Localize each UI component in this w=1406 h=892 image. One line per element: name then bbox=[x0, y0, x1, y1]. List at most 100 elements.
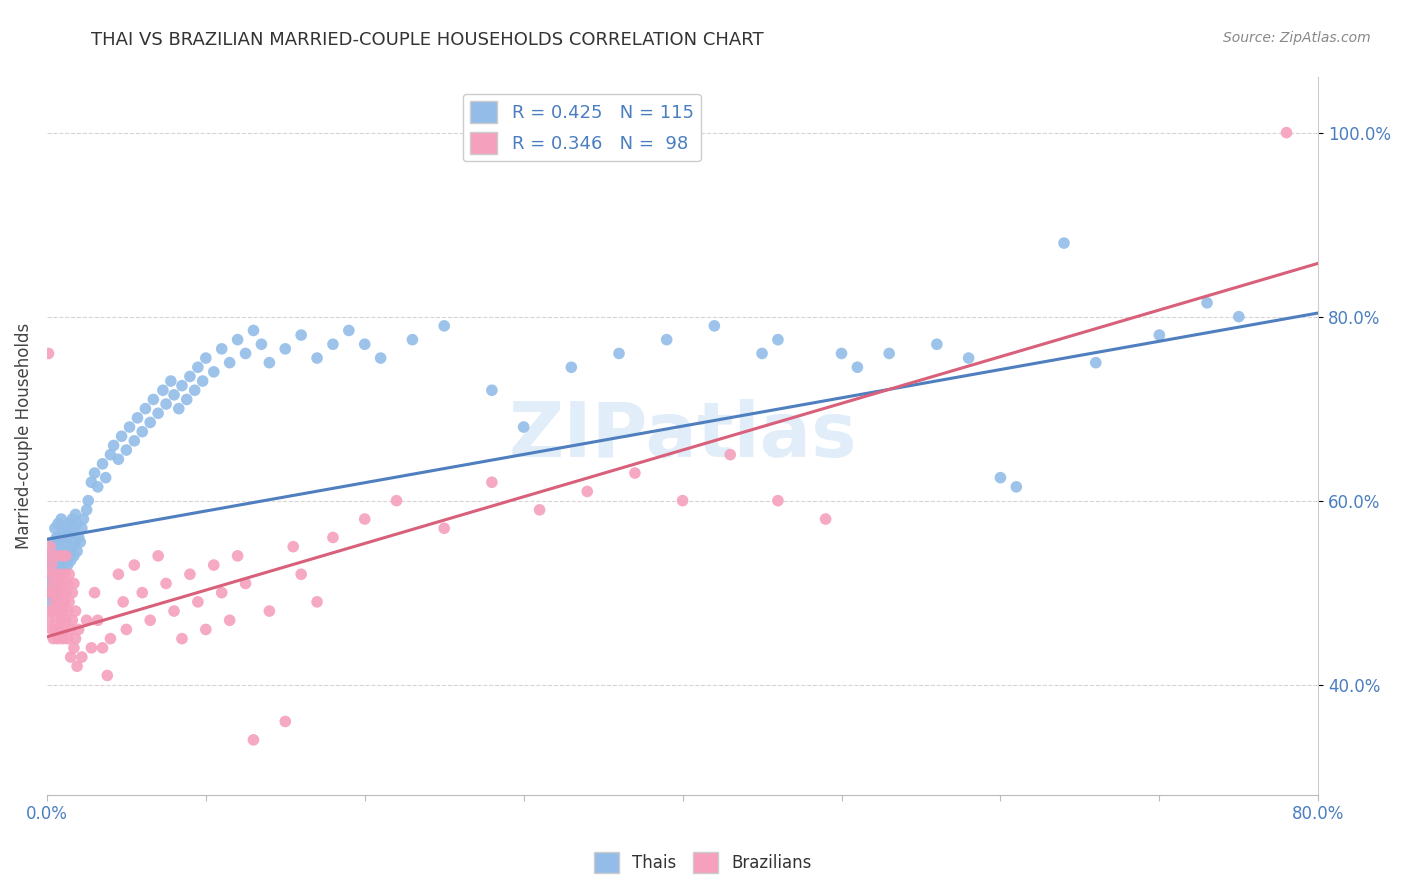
Point bbox=[512, 420, 534, 434]
Point bbox=[187, 360, 209, 375]
Point bbox=[58, 567, 80, 582]
Point bbox=[127, 410, 149, 425]
Point bbox=[53, 563, 76, 577]
Point bbox=[152, 384, 174, 398]
Point bbox=[87, 613, 110, 627]
Point bbox=[155, 397, 177, 411]
Point bbox=[146, 406, 169, 420]
Point bbox=[624, 466, 647, 480]
Point bbox=[58, 516, 80, 531]
Point bbox=[183, 384, 205, 398]
Point bbox=[53, 623, 76, 637]
Point bbox=[481, 475, 503, 490]
Point bbox=[56, 558, 79, 572]
Point bbox=[176, 392, 198, 407]
Point bbox=[45, 531, 67, 545]
Point bbox=[211, 585, 233, 599]
Point bbox=[65, 535, 87, 549]
Point bbox=[112, 595, 135, 609]
Point bbox=[877, 346, 900, 360]
Point bbox=[46, 632, 69, 646]
Point bbox=[134, 401, 156, 416]
Point bbox=[80, 640, 103, 655]
Point bbox=[63, 576, 86, 591]
Point bbox=[42, 576, 65, 591]
Point bbox=[42, 535, 65, 549]
Point bbox=[55, 585, 77, 599]
Point bbox=[41, 544, 63, 558]
Point bbox=[37, 613, 59, 627]
Point bbox=[87, 480, 110, 494]
Point bbox=[283, 540, 305, 554]
Point bbox=[48, 531, 70, 545]
Point bbox=[814, 512, 837, 526]
Y-axis label: Married-couple Households: Married-couple Households bbox=[15, 323, 32, 549]
Point bbox=[191, 374, 214, 388]
Point bbox=[170, 378, 193, 392]
Point bbox=[766, 333, 789, 347]
Point bbox=[107, 452, 129, 467]
Point bbox=[63, 549, 86, 563]
Point bbox=[96, 668, 118, 682]
Point bbox=[218, 356, 240, 370]
Point bbox=[44, 623, 66, 637]
Point bbox=[142, 392, 165, 407]
Point bbox=[48, 595, 70, 609]
Point bbox=[63, 640, 86, 655]
Point bbox=[1084, 356, 1107, 370]
Point bbox=[322, 337, 344, 351]
Point bbox=[560, 360, 582, 375]
Point bbox=[202, 365, 225, 379]
Point bbox=[751, 346, 773, 360]
Point bbox=[45, 613, 67, 627]
Point bbox=[66, 516, 89, 531]
Point bbox=[250, 337, 273, 351]
Point bbox=[401, 333, 423, 347]
Point bbox=[831, 346, 853, 360]
Point bbox=[115, 623, 138, 637]
Point bbox=[66, 659, 89, 673]
Point bbox=[39, 567, 62, 582]
Point bbox=[124, 558, 146, 572]
Point bbox=[67, 531, 90, 545]
Point bbox=[42, 567, 65, 582]
Point bbox=[100, 448, 122, 462]
Point bbox=[44, 521, 66, 535]
Point bbox=[607, 346, 630, 360]
Point bbox=[51, 512, 73, 526]
Point bbox=[370, 351, 392, 365]
Point bbox=[353, 512, 375, 526]
Point bbox=[67, 623, 90, 637]
Point bbox=[307, 595, 329, 609]
Point bbox=[163, 604, 186, 618]
Point bbox=[179, 567, 201, 582]
Point bbox=[39, 595, 62, 609]
Point bbox=[1195, 296, 1218, 310]
Point bbox=[48, 623, 70, 637]
Point bbox=[48, 567, 70, 582]
Point bbox=[37, 576, 59, 591]
Point bbox=[45, 585, 67, 599]
Point bbox=[45, 585, 67, 599]
Point bbox=[44, 567, 66, 582]
Point bbox=[60, 613, 83, 627]
Point bbox=[59, 525, 82, 540]
Point bbox=[51, 540, 73, 554]
Point bbox=[131, 585, 153, 599]
Point bbox=[44, 595, 66, 609]
Point bbox=[718, 448, 741, 462]
Point bbox=[655, 333, 678, 347]
Point bbox=[163, 388, 186, 402]
Point bbox=[118, 420, 141, 434]
Point bbox=[60, 512, 83, 526]
Point bbox=[65, 508, 87, 522]
Point bbox=[160, 374, 183, 388]
Point bbox=[925, 337, 948, 351]
Point bbox=[259, 356, 281, 370]
Point bbox=[846, 360, 869, 375]
Point bbox=[179, 369, 201, 384]
Point bbox=[46, 516, 69, 531]
Point bbox=[83, 466, 105, 480]
Point bbox=[766, 493, 789, 508]
Point bbox=[433, 521, 456, 535]
